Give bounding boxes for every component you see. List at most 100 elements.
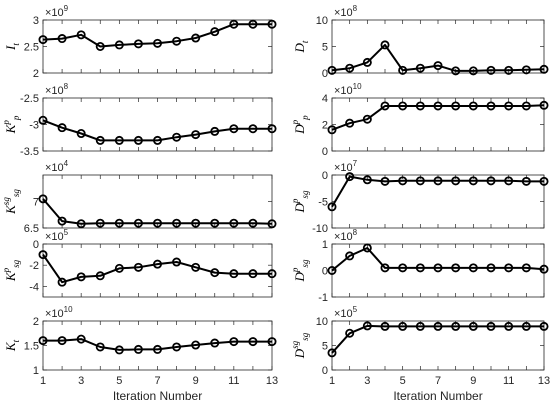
y-axis-label: Dpsg [290,190,310,213]
x-tick-label: 5 [400,375,406,387]
x-axis-label: Iteration Number [393,389,482,403]
data-point [248,19,258,29]
data-point [210,268,220,278]
data-point [172,132,182,142]
y-tick-label: 5 [322,341,328,353]
data-point [76,272,86,282]
series-line [42,23,272,48]
subplot-Kpp: -3.5 -3 -2.5 ×108 Kpp [1,82,277,158]
data-point [504,65,514,75]
x-tick-label: 1 [329,375,335,387]
data-point [76,334,86,344]
series-line [42,254,272,284]
y-tick-label: 4 [322,93,328,105]
data-point [57,277,67,287]
y-tick-label: 0 [322,365,328,377]
data-point [133,344,143,354]
data-point [380,263,390,273]
data-point [451,176,461,186]
data-point [486,263,496,273]
y-tick-label: -5 [318,197,328,209]
series-line [331,247,545,272]
subplot-Dpsg2: -1 0 1 ×108 Dpsg [290,228,549,304]
data-point [267,337,277,347]
y-tick-label: 6.5 [24,223,39,235]
data-point [172,36,182,46]
y-tick-label: -4 [29,281,39,293]
data-point [191,130,201,140]
data-point [172,218,182,228]
y-tick-label: -2.5 [20,93,39,105]
data-point [468,101,478,111]
data-point [327,265,337,275]
data-point [433,61,443,71]
data-point [38,35,48,45]
data-point [433,101,443,111]
data-point [362,321,372,331]
data-point [95,218,105,228]
data-point [415,101,425,111]
data-point [57,123,67,133]
data-point [468,321,478,331]
data-point [152,135,162,145]
data-point [345,172,355,182]
x-tick-label: 5 [116,375,122,387]
y-tick-label: -1 [318,292,328,304]
y-axis-label: It [3,43,21,51]
data-point [451,321,461,331]
data-point [267,269,277,279]
x-tick-label: 7 [435,375,441,387]
data-point [267,19,277,29]
data-point [38,115,48,125]
x-tick-label: 3 [364,375,370,387]
data-point [133,39,143,49]
y-tick-label: 2 [322,120,328,132]
data-point [191,33,201,43]
y-tick-label: -10 [312,223,328,235]
data-point [38,250,48,260]
y-axis-label: Kpsg [1,259,21,282]
data-point [152,218,162,228]
x-tick-label: 3 [78,375,84,387]
data-point [451,101,461,111]
data-point [327,125,337,135]
data-point [172,257,182,267]
data-point [521,321,531,331]
data-point [504,321,514,331]
data-point [398,176,408,186]
data-point [76,129,86,139]
y-tick-label: -3.5 [20,146,39,158]
data-point [114,40,124,50]
data-point [362,114,372,124]
data-point [327,65,337,75]
data-point [248,218,258,228]
subplot-It: 2 2.5 3 ×109 It [3,4,277,80]
y-tick-label: 0 [322,68,328,80]
series-line [43,338,272,351]
x-tick-label: 13 [538,375,550,387]
data-point [210,27,220,37]
data-point [415,263,425,273]
data-point [114,263,124,273]
data-point [468,66,478,76]
x-tick-label: 11 [503,375,514,387]
y-tick-label: 3 [33,15,39,27]
data-point [172,342,182,352]
y-tick-label: 0 [322,146,328,158]
series-line [331,43,545,72]
y-tick-label: 1 [33,365,39,377]
x-tick-label: 11 [228,375,239,387]
data-point [451,263,461,273]
y-tick-label: -3 [29,120,39,132]
y-axis-label: Dsgsg [290,332,310,359]
axes-frame [42,243,273,298]
data-point [539,264,549,274]
data-point [210,126,220,136]
y-tick-label: 10 [316,316,328,328]
data-point [327,202,337,212]
y-axis-label: Dt [292,40,310,53]
data-point [345,63,355,73]
data-point [345,118,355,128]
data-point [345,251,355,261]
